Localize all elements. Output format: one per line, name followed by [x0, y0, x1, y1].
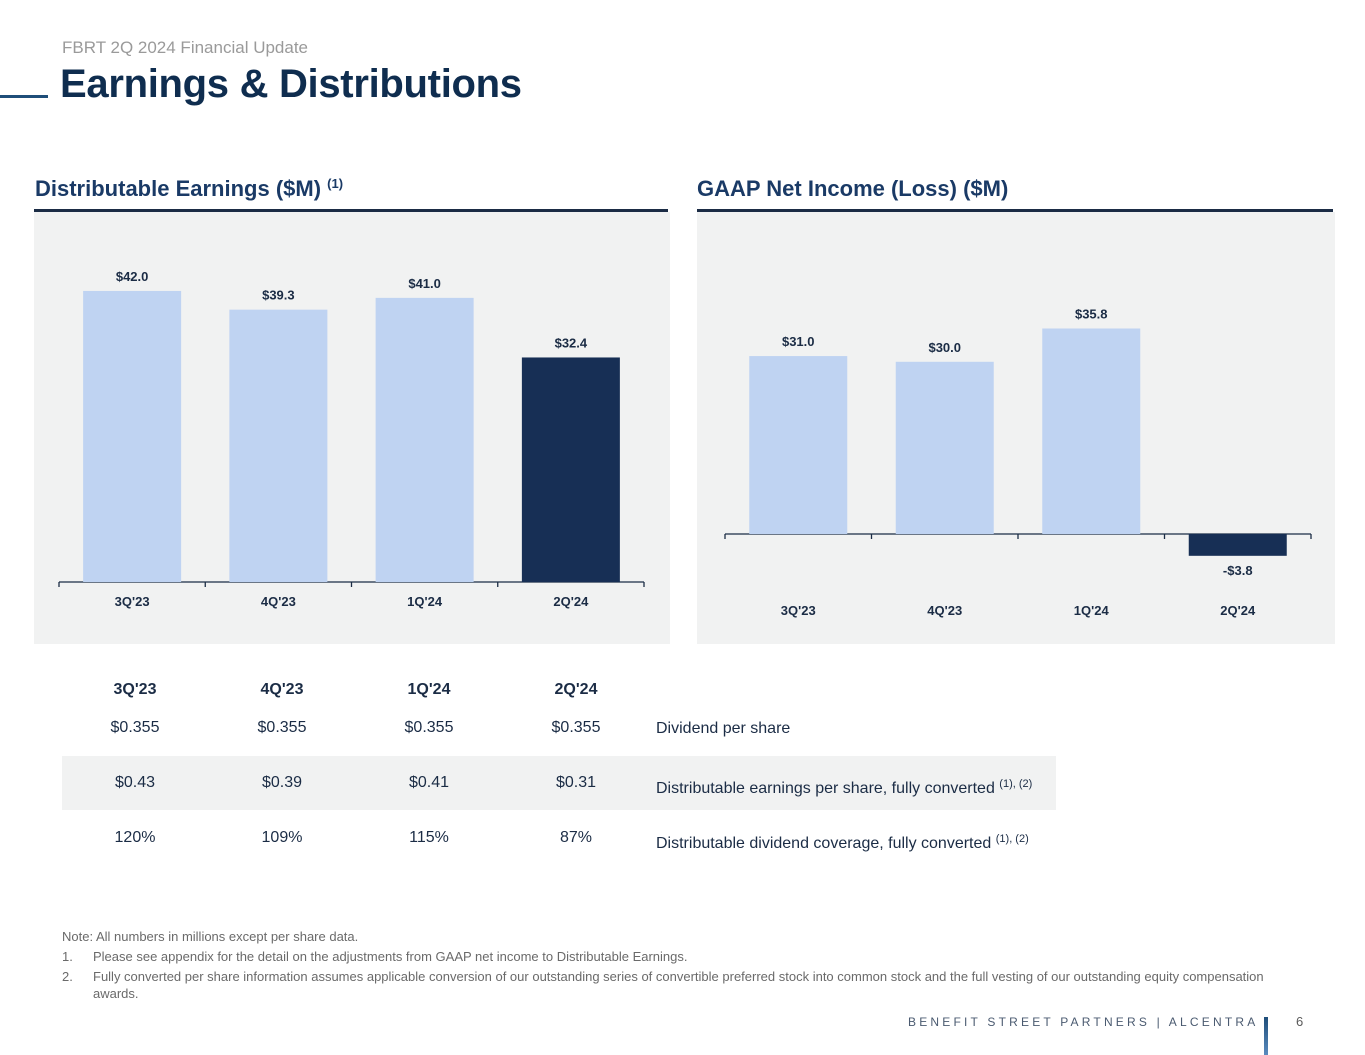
footnotes: Note: All numbers in millions except per… — [62, 928, 1292, 1002]
category-tick-label: 1Q'24 — [1074, 603, 1110, 618]
footnote-number: 2. — [62, 969, 73, 984]
category-tick-label: 2Q'24 — [553, 594, 589, 609]
right-bar-chart: $31.0 3Q'23 $30.0 4Q'23 $35.8 1Q'24 -$3.8 2Q'24 — [724, 307, 1312, 618]
metric-value: $0.355 — [551, 719, 601, 736]
metrics-header-4q23: 4Q'23 — [260, 681, 304, 698]
title-accent-line — [0, 95, 48, 98]
category-tick-label: 1Q'24 — [407, 594, 443, 609]
category-tick-label: 4Q'23 — [261, 594, 296, 609]
category-tick-label: 3Q'23 — [115, 594, 150, 609]
footer-accent-bar — [1264, 1017, 1268, 1055]
page-title: Earnings & Distributions — [60, 62, 522, 106]
data-label: -$3.8 — [1223, 563, 1253, 578]
metric-label: Distributable earnings per share, fully … — [656, 756, 1032, 810]
left-chart-heading: Distributable Earnings ($M) (1) — [35, 176, 343, 202]
metric-value: $0.355 — [257, 719, 307, 736]
right-chart-panel: $31.0 3Q'23 $30.0 4Q'23 $35.8 1Q'24 -$3.8 2Q'24 — [697, 212, 1335, 644]
data-label: $39.3 — [262, 288, 295, 303]
metrics-header-3q23: 3Q'23 — [113, 681, 157, 698]
metrics-row-dividend: $0.355 $0.355 $0.355 $0.355 Dividend per… — [62, 701, 1056, 755]
right-chart-rule — [697, 209, 1333, 212]
left-chart-heading-text: Distributable Earnings ($M) — [35, 176, 322, 201]
left-chart-panel: $42.0 3Q'23 $39.3 4Q'23 $41.0 1Q'24 $32.4 2Q'24 — [34, 212, 670, 644]
metrics-row-coverage: 120% 109% 115% 87% Distributable dividen… — [62, 811, 1056, 865]
metric-value: $0.31 — [555, 774, 597, 791]
metric-value: $0.43 — [114, 774, 156, 791]
metric-value: $0.355 — [110, 719, 160, 736]
left-chart-rule — [34, 209, 668, 212]
data-label: $32.4 — [555, 335, 588, 350]
metric-value: 109% — [261, 829, 303, 846]
footnote-number: 1. — [62, 949, 73, 964]
bar — [229, 309, 328, 582]
footnote-intro: Note: All numbers in millions except per… — [62, 929, 359, 944]
metric-value: 120% — [114, 829, 156, 846]
left-bar-chart: $42.0 3Q'23 $39.3 4Q'23 $41.0 1Q'24 $32.4 2Q'24 — [58, 269, 645, 609]
bar — [375, 297, 474, 582]
bar — [1042, 328, 1141, 534]
bar — [1188, 534, 1287, 556]
data-label: $30.0 — [928, 340, 961, 355]
metric-label-note: (1), (2) — [999, 778, 1033, 790]
right-chart-heading-text: GAAP Net Income (Loss) ($M) — [697, 176, 1009, 201]
metric-label-text: Distributable earnings per share, fully … — [656, 780, 995, 797]
page-subtitle: FBRT 2Q 2024 Financial Update — [62, 38, 309, 57]
metrics-header-1q24: 1Q'24 — [407, 681, 451, 698]
metric-label-text: Dividend per share — [656, 720, 791, 737]
page-number: 6 — [1296, 1014, 1304, 1029]
data-label: $42.0 — [116, 269, 149, 284]
bar — [749, 356, 848, 534]
metric-label: Distributable dividend coverage, fully c… — [656, 811, 1029, 865]
metric-label-note: (1), (2) — [995, 833, 1029, 845]
metric-label-text: Distributable dividend coverage, fully c… — [656, 835, 992, 852]
bar — [83, 290, 182, 582]
data-label: $31.0 — [782, 334, 815, 349]
metric-value: $0.41 — [408, 774, 450, 791]
footnote-1: 1. Please see appendix for the detail on… — [62, 948, 1292, 965]
footnote-text: Please see appendix for the detail on th… — [93, 949, 688, 964]
footer-brand: BENEFIT STREET PARTNERS | ALCENTRA — [908, 1015, 1259, 1029]
metric-value: 115% — [409, 829, 449, 846]
metrics-row-de-per-share: $0.43 $0.39 $0.41 $0.31 Distributable ea… — [62, 756, 1056, 810]
category-tick-label: 3Q'23 — [781, 603, 816, 618]
left-chart-heading-note: (1) — [327, 176, 344, 191]
bar — [521, 357, 620, 582]
metric-value: 87% — [559, 829, 593, 846]
metric-value: $0.355 — [404, 719, 454, 736]
footnote-2: 2. Fully converted per share information… — [62, 968, 1292, 1002]
metric-label: Dividend per share — [656, 701, 790, 755]
data-label: $35.8 — [1075, 307, 1108, 322]
category-tick-label: 4Q'23 — [927, 603, 962, 618]
metrics-header-2q24: 2Q'24 — [554, 681, 598, 698]
data-label: $41.0 — [408, 276, 441, 291]
bar — [895, 361, 994, 534]
right-chart-heading: GAAP Net Income (Loss) ($M) — [697, 176, 1008, 202]
metric-value: $0.39 — [261, 774, 303, 791]
footnote-text: Fully converted per share information as… — [93, 969, 1264, 1001]
category-tick-label: 2Q'24 — [1220, 603, 1256, 618]
